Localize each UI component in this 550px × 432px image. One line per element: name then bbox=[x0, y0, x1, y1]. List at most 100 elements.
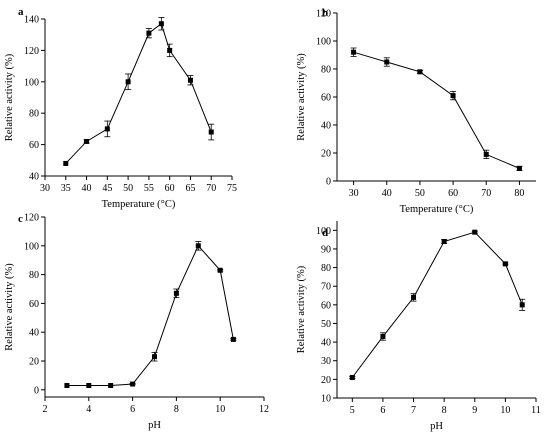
x-tick-label: 40 bbox=[382, 188, 392, 199]
data-point bbox=[411, 294, 417, 300]
data-point bbox=[417, 69, 423, 75]
data-point bbox=[167, 47, 173, 53]
x-tick-label: 8 bbox=[174, 404, 179, 415]
x-tick-label: 9 bbox=[472, 405, 477, 416]
data-point bbox=[380, 334, 386, 340]
data-point bbox=[351, 49, 357, 55]
y-tick-label: 0 bbox=[34, 385, 39, 396]
data-point bbox=[63, 160, 69, 166]
data-point bbox=[472, 229, 478, 235]
data-point bbox=[104, 126, 110, 132]
data-point bbox=[483, 151, 489, 157]
x-axis-title: Temperature (°C) bbox=[102, 199, 176, 210]
y-tick-label: 100 bbox=[24, 241, 39, 252]
y-axis-title: Relative activity (%) bbox=[4, 263, 15, 351]
y-tick-label: 50 bbox=[321, 319, 331, 330]
x-tick-label: 5 bbox=[350, 405, 355, 416]
y-tick-label: 90 bbox=[321, 244, 331, 255]
y-tick-label: 60 bbox=[29, 140, 39, 151]
y-tick-label: 80 bbox=[321, 65, 331, 76]
y-axis-title: Relative activity (%) bbox=[296, 265, 307, 353]
x-tick-label: 4 bbox=[86, 404, 91, 415]
series-line bbox=[66, 244, 234, 386]
data-point bbox=[217, 267, 223, 273]
x-axis-title: Temperature (°C) bbox=[400, 204, 474, 215]
y-tick-label: 20 bbox=[29, 357, 39, 368]
x-tick-label: 10 bbox=[215, 404, 225, 415]
y-tick-label: 20 bbox=[321, 149, 331, 160]
panel-a: a 30 35 40 45 50 55 60 65 70 75 40 60 80 100 120 140 Temp… bbox=[4, 6, 237, 210]
data-point bbox=[125, 79, 131, 85]
panel-label: b bbox=[322, 7, 328, 19]
y-tick-label: 20 bbox=[321, 375, 331, 386]
x-tick-label: 30 bbox=[349, 188, 359, 199]
y-tick-label: 140 bbox=[24, 15, 39, 26]
x-tick-label: 50 bbox=[415, 188, 425, 199]
data-point bbox=[64, 382, 70, 388]
x-tick-label: 2 bbox=[43, 404, 48, 415]
y-axis-title: Relative activity (%) bbox=[296, 53, 307, 141]
x-tick-label: 35 bbox=[61, 183, 71, 194]
panel-label: c bbox=[18, 213, 23, 225]
x-tick-label: 8 bbox=[442, 405, 447, 416]
panel-label: d bbox=[322, 227, 328, 239]
x-tick-label: 6 bbox=[130, 404, 135, 415]
x-tick-label: 60 bbox=[448, 188, 458, 199]
y-tick-label: 60 bbox=[321, 93, 331, 104]
y-tick-label: 40 bbox=[29, 328, 39, 339]
y-tick-label: 100 bbox=[316, 226, 331, 237]
data-point bbox=[195, 243, 201, 249]
panel-b: b 30 40 50 60 70 80 0 20 40 60 80 100 120 Temperature … bbox=[296, 7, 536, 215]
y-tick-label: 60 bbox=[321, 300, 331, 311]
x-tick-label: 65 bbox=[185, 183, 195, 194]
x-tick-label: 75 bbox=[227, 183, 237, 194]
panel-d: d 5 6 7 8 9 10 11 10 20 30 40 50 60 70 80 90 100 pH Relativ… bbox=[296, 221, 541, 432]
data-point bbox=[108, 382, 114, 388]
data-point bbox=[502, 261, 508, 267]
y-tick-label: 120 bbox=[24, 213, 39, 224]
x-tick-label: 60 bbox=[165, 183, 175, 194]
y-tick-label: 80 bbox=[321, 263, 331, 274]
y-tick-label: 120 bbox=[316, 9, 331, 20]
y-axis-title: Relative activity (%) bbox=[4, 53, 15, 141]
x-tick-label: 12 bbox=[259, 404, 269, 415]
x-tick-label: 55 bbox=[144, 183, 154, 194]
y-tick-label: 70 bbox=[321, 282, 331, 293]
data-point bbox=[349, 375, 355, 381]
x-axis-title: pH bbox=[430, 421, 443, 432]
y-tick-label: 120 bbox=[24, 46, 39, 57]
y-tick-label: 40 bbox=[321, 338, 331, 349]
x-axis-title: pH bbox=[148, 420, 161, 431]
x-tick-label: 7 bbox=[411, 405, 416, 416]
data-point bbox=[230, 336, 236, 342]
data-point bbox=[84, 138, 90, 144]
y-tick-label: 40 bbox=[321, 121, 331, 132]
y-tick-label: 40 bbox=[29, 172, 39, 183]
data-point bbox=[146, 30, 152, 36]
y-tick-label: 60 bbox=[29, 299, 39, 310]
y-tick-label: 100 bbox=[316, 37, 331, 48]
data-point bbox=[158, 21, 164, 27]
x-tick-label: 11 bbox=[531, 405, 541, 416]
y-tick-label: 30 bbox=[321, 356, 331, 367]
data-point bbox=[86, 382, 92, 388]
data-point bbox=[450, 93, 456, 99]
data-point bbox=[519, 302, 525, 308]
x-tick-label: 80 bbox=[514, 188, 524, 199]
x-tick-label: 70 bbox=[206, 183, 216, 194]
y-tick-label: 80 bbox=[29, 270, 39, 281]
data-point bbox=[516, 165, 522, 171]
data-point bbox=[187, 77, 193, 83]
x-tick-label: 70 bbox=[481, 188, 491, 199]
x-tick-label: 10 bbox=[500, 405, 510, 416]
x-tick-label: 30 bbox=[40, 183, 50, 194]
x-tick-label: 40 bbox=[82, 183, 92, 194]
x-tick-label: 6 bbox=[380, 405, 385, 416]
y-tick-label: 10 bbox=[321, 394, 331, 405]
data-point bbox=[173, 290, 179, 296]
x-tick-label: 50 bbox=[123, 183, 133, 194]
y-tick-label: 0 bbox=[326, 177, 331, 188]
